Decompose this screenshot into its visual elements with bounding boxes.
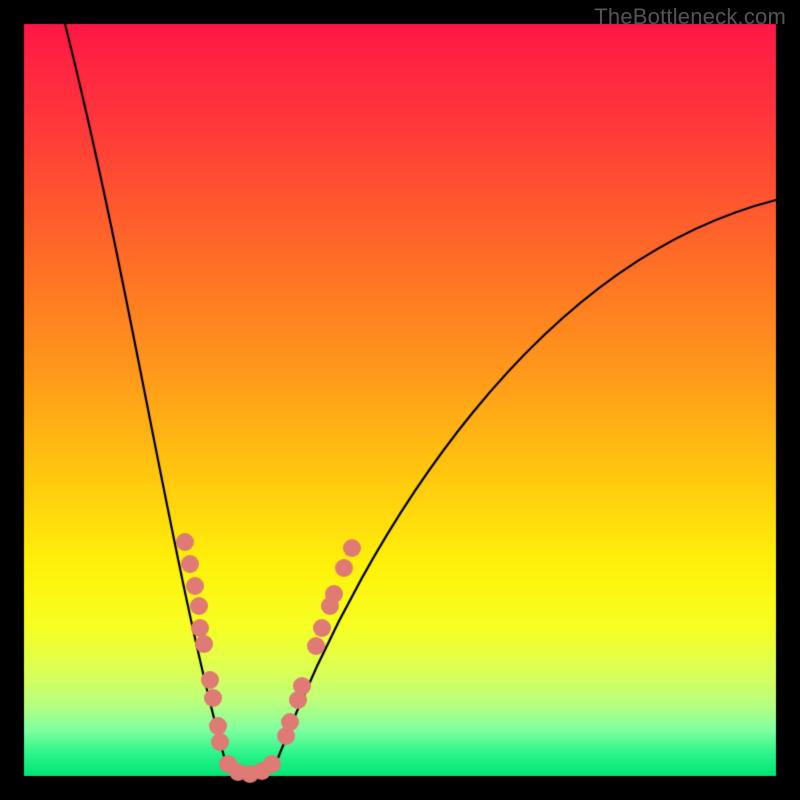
bottleneck-curve-chart [0,0,800,800]
chart-root: TheBottleneck.com [0,0,800,800]
watermark-text: TheBottleneck.com [594,4,786,30]
